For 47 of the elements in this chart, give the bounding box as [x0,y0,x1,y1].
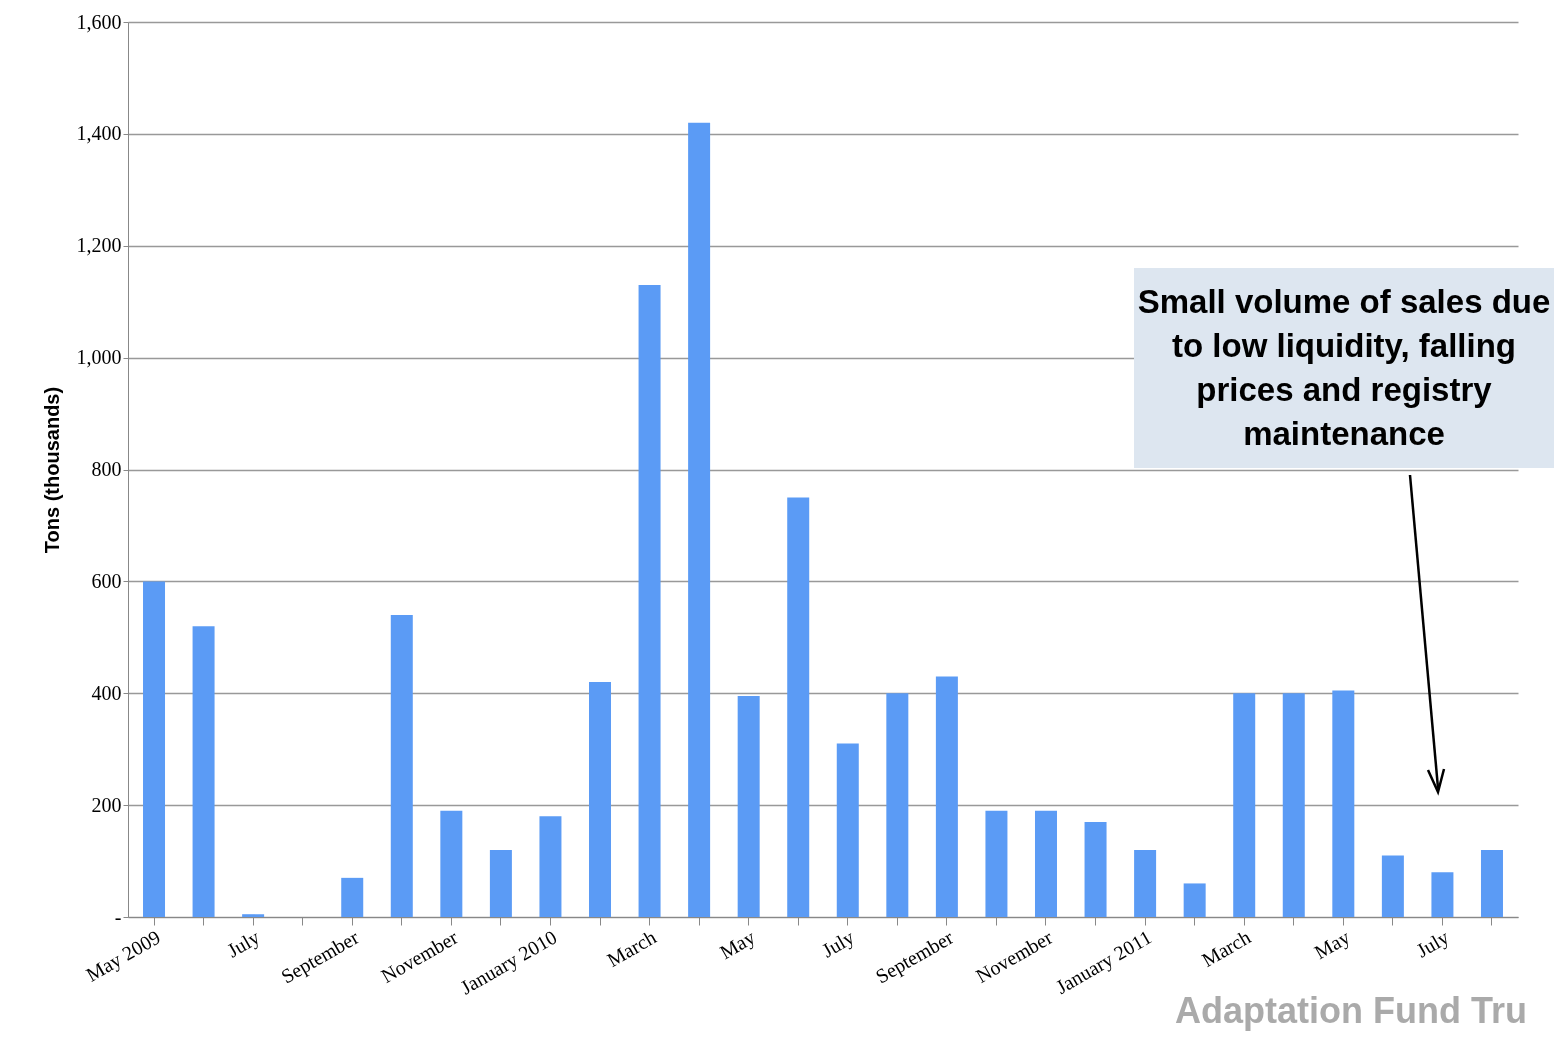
bar [489,849,512,917]
bar [341,877,364,917]
bar [1332,690,1355,917]
bar [836,743,859,917]
bar [886,693,909,917]
bar [688,122,711,917]
y-tick-label: 1,000 [76,346,122,369]
annotation: Small volume of sales due to low liquidity, falling prices and registry maintenance [1134,268,1554,468]
text: Adaptation Fund Tru [1175,990,1527,1032]
y-tick-label: - [114,905,122,928]
x-tick-label: May 2009 [82,925,165,987]
x-tick-label: March [1198,925,1255,971]
x-tick-label: May [1310,925,1354,965]
x-tick-label: July [223,925,264,963]
bar [1381,855,1404,917]
x-tick-label: July [1412,925,1453,963]
bar [787,497,810,917]
y-tick-label: 1,200 [76,234,122,257]
bar [242,914,265,917]
bar [440,810,463,917]
bar [1134,849,1157,917]
bar [390,614,413,917]
bar [1183,883,1206,917]
y-tick-label: 1,600 [76,10,122,33]
bar [737,696,760,917]
bar [935,676,958,917]
bar [985,810,1008,917]
bar [1233,693,1256,917]
bar [638,284,661,917]
y-tick-label: 400 [91,681,122,704]
bar [1034,810,1057,917]
bar [1282,693,1305,917]
bar [143,581,166,917]
bar [192,626,215,917]
y-tick-label: 600 [91,569,122,592]
y-tick-label: 1,400 [76,122,122,145]
y-tick-label: 800 [91,458,122,480]
bar [589,682,612,917]
bar [1431,872,1454,917]
bar [539,816,562,917]
x-tick-label: July [817,925,859,963]
x-tick-label: May [715,925,760,965]
x-tick-label: March [603,925,660,971]
y-tick-label: 200 [91,793,122,816]
y-axis-title: Tons (thousands) [40,386,63,554]
bar [1084,821,1107,917]
bar [1480,849,1503,917]
